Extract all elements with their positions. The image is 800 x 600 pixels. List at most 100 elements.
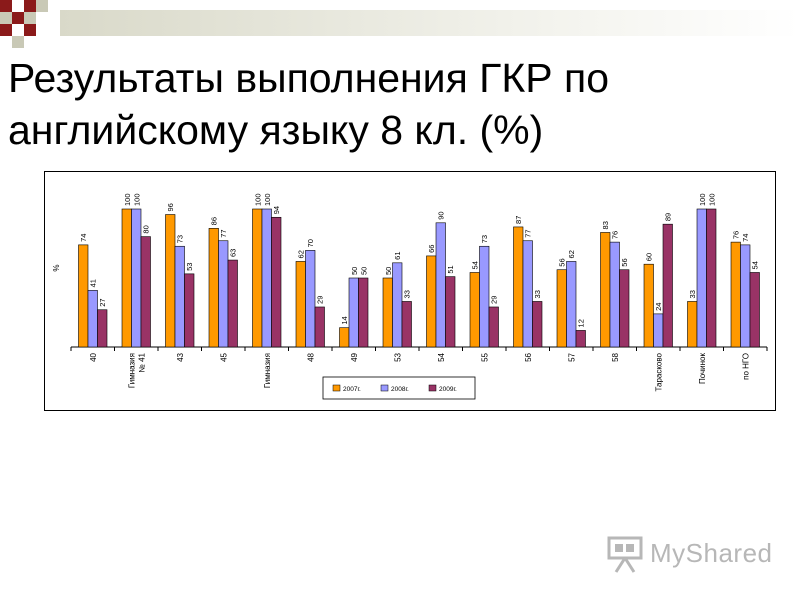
legend-swatch [332,384,341,392]
x-tick-label: по НГО [741,353,750,380]
data-label: 80 [142,225,151,233]
data-label: 74 [79,234,88,242]
legend-label: 2007г. [343,386,361,393]
x-tick-label: 48 [306,352,315,361]
data-label: 100 [123,193,132,206]
data-label: 100 [707,193,716,206]
bar [401,301,412,348]
watermark: MyShared [606,534,772,574]
bar [348,277,359,348]
bar [218,240,229,348]
data-label: 33 [403,290,412,298]
bar [339,327,350,348]
bar [513,226,524,348]
chart-frame: % 74 41 27 40 100 100 80 Гимназия № 41 96 73 53 43 86 7… [44,171,776,411]
bar [140,236,151,348]
bar [696,208,707,348]
data-label: 76 [732,231,741,239]
bar [488,306,499,348]
data-label: 61 [393,251,402,259]
data-label: 63 [229,249,238,257]
bar [522,240,533,348]
data-label: 50 [384,267,393,275]
data-label: 54 [751,261,760,269]
x-tick-label: 55 [480,352,489,361]
x-tick-label: № 41 [137,352,146,372]
bar [662,223,673,348]
bar [445,276,456,348]
data-label: 50 [350,267,359,275]
data-label: 24 [654,303,663,311]
x-tick-label: 40 [89,352,98,361]
data-label: 73 [176,235,185,243]
bar [730,241,741,348]
data-label: 100 [698,193,707,206]
data-label: 86 [210,217,219,225]
x-tick-label: Тарасково [654,352,663,391]
presentation-board-icon [607,536,643,573]
data-label: 56 [558,258,567,266]
data-label: 66 [427,245,436,253]
bar [227,259,238,348]
bar [619,269,630,348]
bar [121,208,132,348]
data-label: 76 [611,231,620,239]
bar [252,208,263,348]
legend-label: 2008г. [391,386,409,393]
data-label: 94 [272,206,281,214]
bar [174,245,185,348]
bar [532,301,543,348]
bar [184,273,195,348]
watermark-text: MyShared [650,538,773,568]
x-tick-label: 53 [393,352,402,361]
data-label: 60 [645,253,654,261]
bar [687,301,698,348]
data-label: 74 [741,234,750,242]
data-label: 51 [446,265,455,273]
data-label: 33 [688,290,697,298]
data-label: 33 [533,290,542,298]
data-label: 62 [297,250,306,258]
x-tick-label: Гимназия [127,353,136,388]
data-label: 73 [480,235,489,243]
bar [97,309,108,348]
bar [271,216,282,348]
bar [600,232,611,348]
data-label: 90 [437,211,446,219]
legend-swatch [428,384,437,392]
legend-label: 2009г. [439,386,457,393]
data-label: 100 [132,193,141,206]
bar [305,250,316,348]
bar [87,290,98,348]
data-label: 50 [359,267,368,275]
bar [479,245,490,348]
bar [382,277,393,348]
bar [358,277,369,348]
data-label: 87 [514,216,523,224]
bar [131,208,142,348]
data-label: 100 [263,193,272,206]
data-label: 12 [577,319,586,327]
bar [261,208,272,348]
data-label: 70 [306,239,315,247]
data-label: 56 [620,258,629,266]
data-label: 27 [98,298,107,306]
bar [435,222,446,348]
bar [643,263,654,348]
bar [78,244,89,348]
data-label: 77 [219,229,228,237]
decorative-checker-squares [0,0,48,48]
bar [556,269,567,348]
x-tick-label: Починок [698,353,707,385]
data-label: 41 [89,279,98,287]
x-tick-label: 57 [567,352,576,361]
bar [295,261,306,348]
bar [469,272,480,348]
bar [706,208,717,348]
data-label: 62 [567,250,576,258]
header-bar [60,10,800,36]
x-tick-label: Гимназия [263,353,272,388]
x-tick-label: 54 [437,352,446,361]
x-tick-label: 45 [219,352,228,361]
